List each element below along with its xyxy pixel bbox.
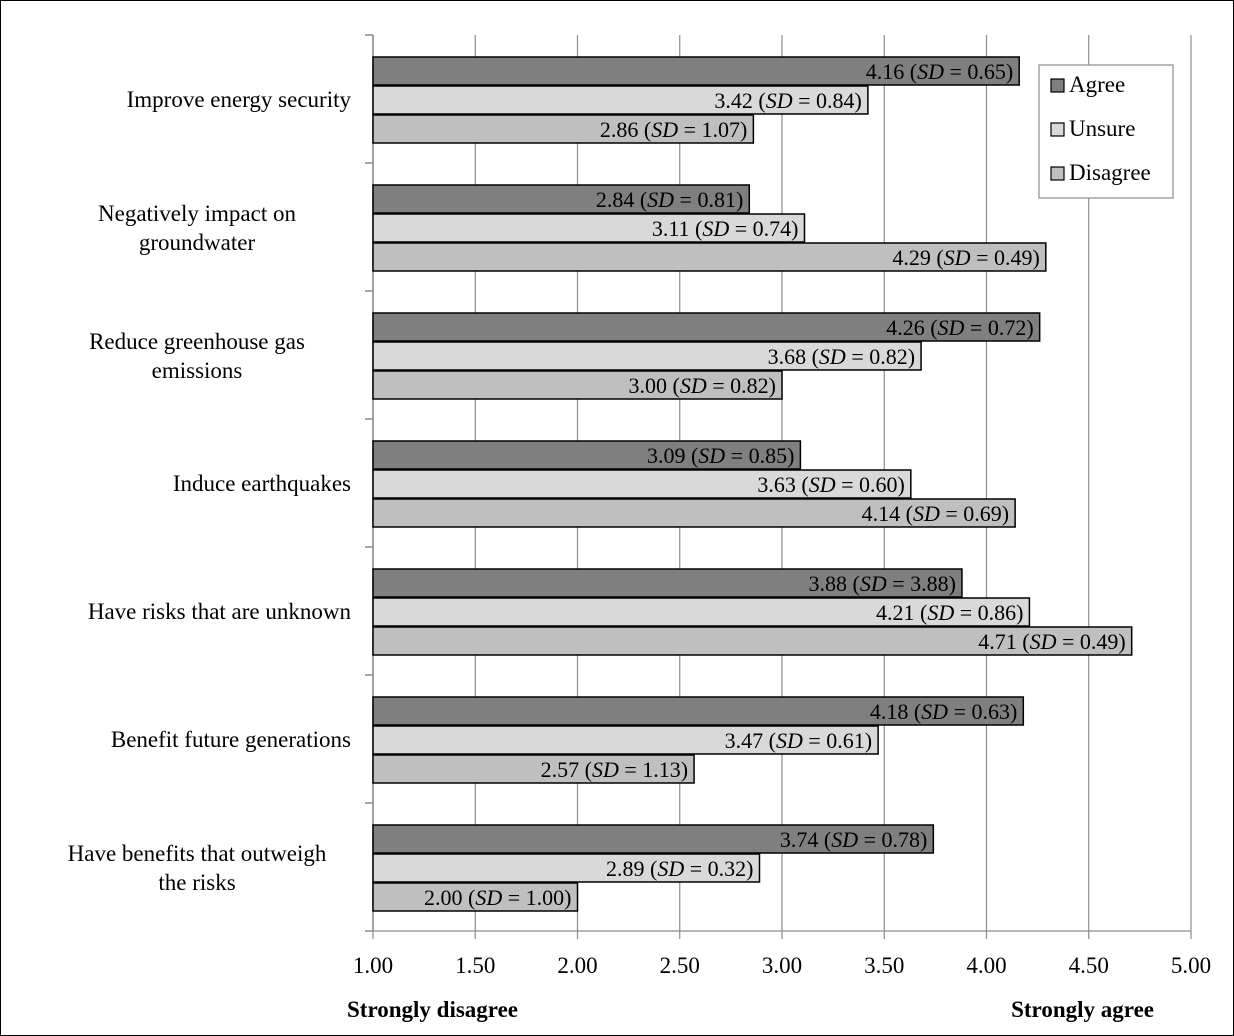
x-tick-label: 2.00 — [557, 953, 597, 978]
bar-agree — [372, 56, 1020, 86]
x-tick-label: 1.00 — [353, 953, 393, 978]
bar-agree — [372, 696, 1025, 726]
x-tick-label: 1.50 — [455, 953, 495, 978]
data-label: 2.84 (SD = 0.81) — [596, 187, 743, 212]
bar-disagree — [372, 754, 695, 784]
category-label: Improve energy security — [127, 87, 352, 112]
bar-agree — [372, 824, 935, 854]
bar-agree — [372, 184, 751, 214]
bar-unsure — [372, 341, 922, 371]
category-label: Induce earthquakes — [173, 471, 351, 496]
legend-swatch-agree — [1050, 78, 1065, 93]
legend-swatch-disagree — [1050, 166, 1065, 181]
x-tick-label: 3.50 — [864, 953, 904, 978]
data-label: 4.16 (SD = 0.65) — [866, 59, 1013, 84]
data-label: 2.86 (SD = 1.07) — [600, 117, 747, 142]
category-label: Negatively impact on groundwater — [98, 201, 296, 255]
data-label: 3.09 (SD = 0.85) — [647, 443, 794, 468]
category-label: Benefit future generations — [111, 727, 351, 752]
data-label: 3.00 (SD = 0.82) — [629, 373, 776, 398]
bar-agree — [372, 568, 963, 598]
data-label: 4.18 (SD = 0.63) — [870, 699, 1017, 724]
data-label: 4.29 (SD = 0.49) — [892, 245, 1039, 270]
x-tick-label: 4.00 — [966, 953, 1006, 978]
data-label: 2.57 (SD = 1.13) — [541, 757, 688, 782]
category-label: Have benefits that outweigh the risks — [68, 841, 327, 895]
bar-unsure — [372, 597, 1031, 627]
bar-unsure — [372, 469, 912, 499]
data-label: 3.42 (SD = 0.84) — [714, 88, 861, 113]
bar-disagree — [372, 498, 1016, 528]
data-label: 2.89 (SD = 0.32) — [606, 856, 753, 881]
category-label: Reduce greenhouse gas emissions — [89, 329, 305, 383]
data-label: 3.68 (SD = 0.82) — [768, 344, 915, 369]
bar-unsure — [372, 85, 869, 115]
data-label: 3.63 (SD = 0.60) — [757, 472, 904, 497]
x-tick-label: 4.50 — [1069, 953, 1109, 978]
bar-agree — [372, 440, 802, 470]
data-label: 2.00 (SD = 1.00) — [424, 885, 571, 910]
x-end-label-right: Strongly agree — [1011, 997, 1154, 1022]
data-label: 4.21 (SD = 0.86) — [876, 600, 1023, 625]
x-tick-label: 3.00 — [762, 953, 802, 978]
legend-label-agree: Agree — [1069, 72, 1125, 97]
bar-disagree — [372, 114, 755, 144]
data-label: 4.26 (SD = 0.72) — [886, 315, 1033, 340]
bar-disagree — [372, 242, 1047, 272]
data-label: 4.71 (SD = 0.49) — [978, 629, 1125, 654]
data-label: 3.47 (SD = 0.61) — [725, 728, 872, 753]
category-label: Have risks that are unknown — [88, 599, 352, 624]
legend-label-disagree: Disagree — [1069, 160, 1151, 185]
data-label: 3.11 (SD = 0.74) — [652, 216, 799, 241]
data-label: 3.74 (SD = 0.78) — [780, 827, 927, 852]
bar-disagree — [372, 626, 1133, 656]
legend-swatch-unsure — [1050, 122, 1065, 137]
data-label: 3.88 (SD = 3.88) — [809, 571, 956, 596]
data-label: 4.14 (SD = 0.69) — [862, 501, 1009, 526]
bar-unsure — [372, 853, 761, 883]
legend-label-unsure: Unsure — [1069, 116, 1135, 141]
x-tick-label: 2.50 — [660, 953, 700, 978]
x-tick-label: 5.00 — [1171, 953, 1211, 978]
bar-disagree — [372, 370, 783, 400]
bar-disagree — [372, 882, 579, 912]
bar-unsure — [372, 213, 806, 243]
bar-unsure — [372, 725, 879, 755]
x-end-label-left: Strongly disagree — [347, 997, 518, 1022]
bar-agree — [372, 312, 1041, 342]
